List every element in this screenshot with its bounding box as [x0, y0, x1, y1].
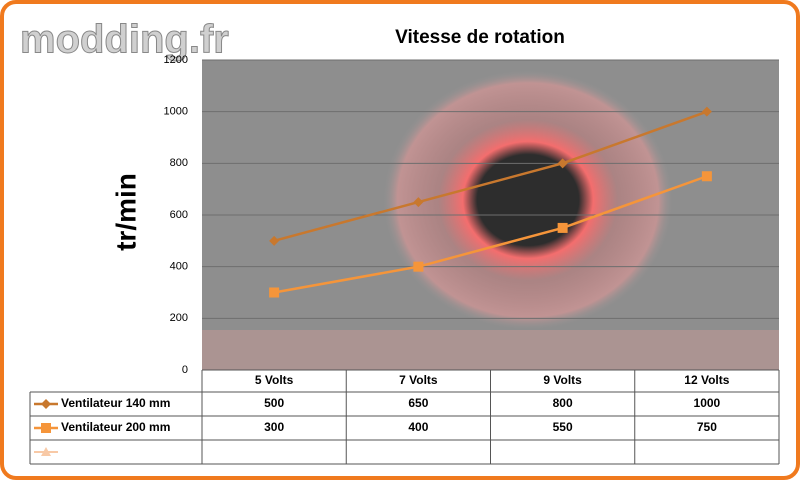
y-tick-label: 1000	[164, 106, 188, 118]
y-axis-label: tr/min	[110, 173, 141, 251]
data-point	[413, 261, 424, 272]
table-value: 1000	[694, 396, 721, 410]
chart-title: Vitesse de rotation	[395, 27, 565, 48]
data-point	[413, 197, 424, 208]
y-tick-label: 1200	[164, 54, 188, 66]
y-tick-label: 600	[170, 209, 188, 221]
table-value: 550	[553, 420, 573, 434]
legend-label: Ventilateur 140 mm	[61, 396, 170, 410]
data-point	[557, 158, 568, 169]
table-value: 500	[264, 396, 284, 410]
legend-label: Ventilateur 200 mm	[61, 420, 170, 434]
table-value: 650	[408, 396, 428, 410]
y-tick-label: 800	[170, 157, 188, 169]
x-tick-label: 12 Volts	[684, 373, 729, 387]
legend-marker	[41, 399, 51, 409]
x-tick-label: 9 Volts	[543, 373, 582, 387]
background-image	[202, 330, 779, 370]
table-value: 300	[264, 420, 284, 434]
y-tick-label: 400	[170, 261, 188, 273]
table-value: 800	[553, 396, 573, 410]
series-line	[273, 110, 708, 243]
legend-marker	[41, 423, 51, 433]
data-point	[269, 287, 280, 298]
data-point	[701, 106, 712, 117]
series-line	[273, 175, 708, 294]
watermark: modding.fr	[20, 18, 229, 62]
table-value: 750	[697, 420, 717, 434]
data-point	[269, 235, 280, 246]
y-tick-label: 200	[170, 312, 188, 324]
data-point	[701, 171, 712, 182]
x-tick-label: 5 Volts	[255, 373, 294, 387]
x-tick-label: 7 Volts	[399, 373, 438, 387]
table-value: 400	[408, 420, 428, 434]
background-image	[383, 70, 673, 330]
data-point	[557, 222, 568, 233]
y-tick-label: 0	[182, 364, 188, 376]
